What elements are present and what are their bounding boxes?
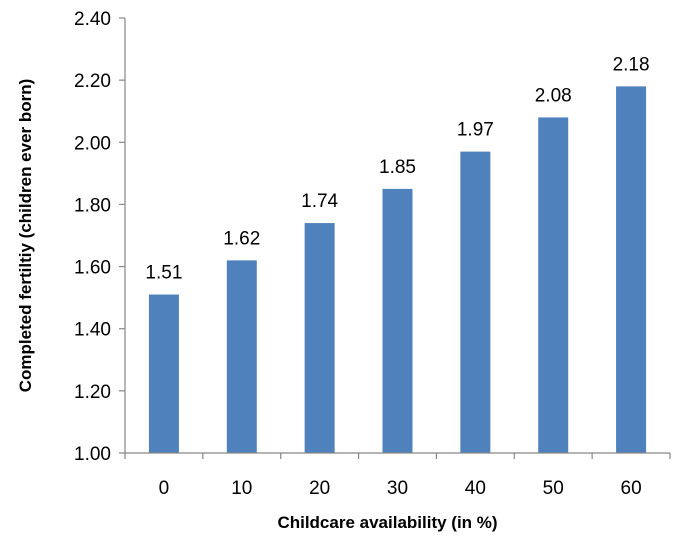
x-tick-label: 50 [543,478,564,499]
data-label: 1.74 [301,191,338,212]
bar [538,117,569,453]
x-tick-label: 60 [621,478,642,499]
x-tick-label: 40 [465,478,486,499]
y-tick-label: 2.20 [74,71,111,92]
x-tick-label: 10 [231,478,252,499]
bar [382,188,413,453]
y-tick-label: 1.40 [74,320,111,341]
x-axis-ticks: 0 10 20 30 40 50 60 [124,453,671,499]
data-label: 1.51 [145,263,182,284]
y-tick-label: 1.20 [74,382,111,403]
x-tick-label: 20 [309,478,330,499]
data-label: 1.85 [379,157,416,178]
bar [304,223,335,453]
y-tick-label: 2.40 [74,9,111,30]
y-tick-label: 1.80 [74,195,111,216]
data-label: 2.08 [535,85,572,106]
bar [616,86,647,453]
bar [226,260,257,453]
data-labels: 1.51 1.62 1.74 1.85 1.97 2.08 2.18 [145,54,649,283]
x-tick-label: 0 [159,478,170,499]
data-label: 1.62 [223,228,260,249]
y-tick-label: 1.60 [74,258,111,279]
bar [148,294,179,453]
bar [460,151,491,453]
bars [148,86,647,453]
y-tick-label: 1.00 [74,444,111,465]
x-axis-title: Childcare availability (in %) [277,513,497,532]
x-tick-label: 30 [387,478,408,499]
y-tick-label: 2.00 [74,133,111,154]
data-label: 1.97 [457,120,494,141]
data-label: 2.18 [613,54,650,75]
y-axis-title: Completed fertiltiy (children ever born) [16,79,35,393]
y-axis-ticks: 1.00 1.20 1.40 1.60 1.80 2.00 2.20 2.40 [74,9,125,465]
